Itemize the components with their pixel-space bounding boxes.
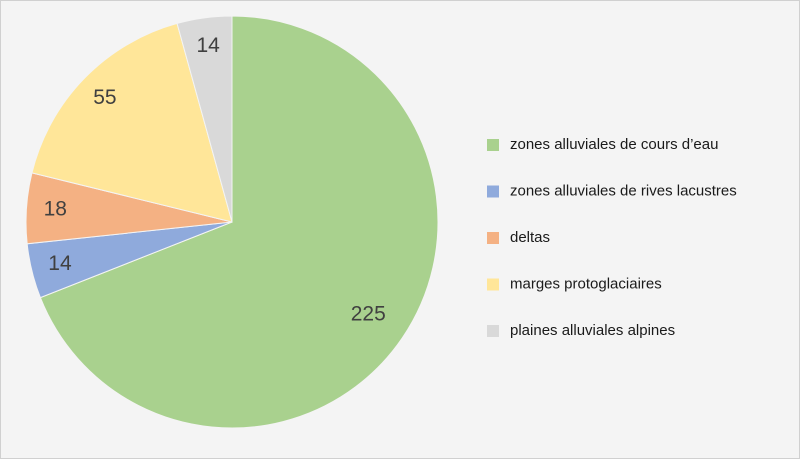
legend-swatch (487, 232, 499, 244)
legend-label: zones alluviales de cours d’eau (510, 136, 718, 153)
legend-swatch (487, 278, 499, 291)
pie-slice (176, 15, 233, 223)
data-label: 55 (93, 86, 116, 109)
legend-label: marges protoglaciaires (510, 275, 662, 292)
pie-slice (31, 22, 233, 223)
legend-label: plaines alluviales alpines (510, 322, 675, 339)
legend-swatch (487, 325, 499, 337)
data-label: 14 (48, 252, 72, 275)
data-label: 225 (351, 302, 386, 325)
data-label: 18 (44, 198, 67, 221)
pie-slice (39, 15, 439, 429)
data-label: 14 (196, 34, 220, 57)
legend-label: zones alluviales de rives lacustres (510, 182, 737, 199)
legend-swatch (487, 139, 499, 151)
legend-swatch (487, 185, 499, 198)
legend-label: deltas (510, 229, 550, 246)
